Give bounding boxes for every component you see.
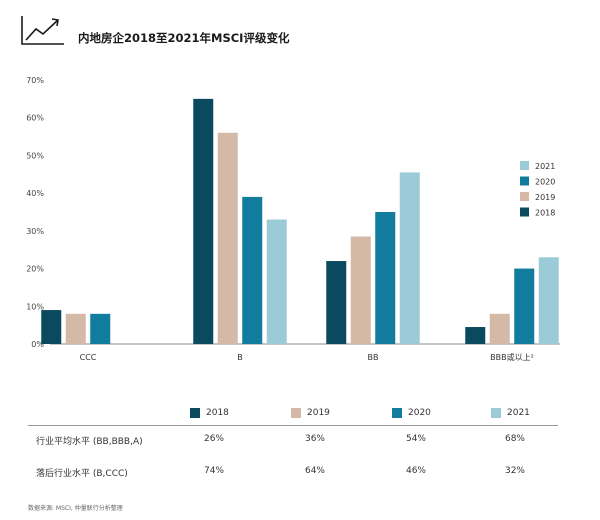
x-tick-label: CCC <box>80 353 97 362</box>
bar-2020 <box>514 268 535 344</box>
bar-2020 <box>375 212 396 344</box>
table-cell: 46% <box>405 466 426 476</box>
table-key-label: 2021 <box>507 408 530 418</box>
swatch-2018 <box>190 408 200 418</box>
table-row-label: 落后行业水平 (B,CCC) <box>36 469 128 479</box>
table-key-2021: 2021 <box>491 408 530 418</box>
chart-title: 内地房企2018至2021年MSCI评级变化 <box>78 31 290 45</box>
table-row-label: 行业平均水平 (BB,BBB,A) <box>36 437 143 447</box>
y-tick-label: 10% <box>26 302 44 311</box>
bar-2020 <box>90 313 111 344</box>
legend-swatch <box>520 176 529 186</box>
y-tick-label: 60% <box>26 114 44 123</box>
table-key-2018: 2018 <box>190 408 229 418</box>
legend-swatch <box>520 207 529 217</box>
table-cell: 36% <box>304 434 325 444</box>
table-cell: 68% <box>504 434 525 444</box>
table-key-2020: 2020 <box>392 408 431 418</box>
bar-2019 <box>350 236 371 344</box>
legend-swatch <box>520 192 529 201</box>
y-tick-label: 30% <box>26 227 44 236</box>
bar-2018 <box>465 327 486 344</box>
y-tick-label: 70% <box>26 76 44 85</box>
table-key-label: 2020 <box>408 408 431 418</box>
y-tick-label: 50% <box>26 151 44 160</box>
bar-chart: 0%10%20%30%40%50%60%70%CCC B BB BBB或以上²2021… <box>26 76 560 362</box>
chart-header: 内地房企2018至2021年MSCI评级变化 <box>20 14 580 54</box>
table-cell: 64% <box>304 466 325 476</box>
y-tick-label: 40% <box>26 189 44 198</box>
source-note: 数据来源: MSCI, 仲量联行分析整理 <box>28 505 123 512</box>
table-key-label: 2019 <box>307 408 330 418</box>
trend-chart-icon <box>21 16 64 45</box>
x-tick-label: BBB或以上² <box>490 352 534 362</box>
table-key-2019: 2019 <box>291 408 330 418</box>
bar-2021 <box>399 172 420 344</box>
y-tick-label: 0% <box>31 340 44 349</box>
legend-label: 2021 <box>535 162 555 171</box>
bar-2021 <box>266 219 287 344</box>
legend-swatch <box>520 161 529 170</box>
swatch-2020 <box>392 408 402 418</box>
bar-2020 <box>242 196 263 344</box>
bar-2018 <box>193 98 214 344</box>
bar-2018 <box>41 310 62 344</box>
table-cell: 32% <box>504 466 525 476</box>
table-cell: 74% <box>203 466 224 476</box>
x-tick-label: BB <box>368 353 379 362</box>
swatch-2019 <box>291 408 301 418</box>
bar-2018 <box>326 261 347 344</box>
table-cell: 54% <box>405 434 426 444</box>
swatch-2021 <box>491 408 501 418</box>
bar-2019 <box>65 313 86 344</box>
legend-label: 2019 <box>535 193 555 202</box>
legend-label: 2020 <box>535 178 555 187</box>
bar-2021 <box>538 257 559 344</box>
bar-2019 <box>217 132 238 344</box>
x-tick-label: B <box>237 353 243 362</box>
y-tick-label: 20% <box>26 265 44 274</box>
summary-table: 2018 2019 2020 2021 行业平均水平 (BB,BBB,A) 26… <box>0 398 600 488</box>
table-key-label: 2018 <box>206 408 229 418</box>
table-cell: 26% <box>203 434 224 444</box>
legend-label: 2018 <box>535 209 555 218</box>
bar-2019 <box>489 313 510 344</box>
table-divider <box>28 425 558 426</box>
